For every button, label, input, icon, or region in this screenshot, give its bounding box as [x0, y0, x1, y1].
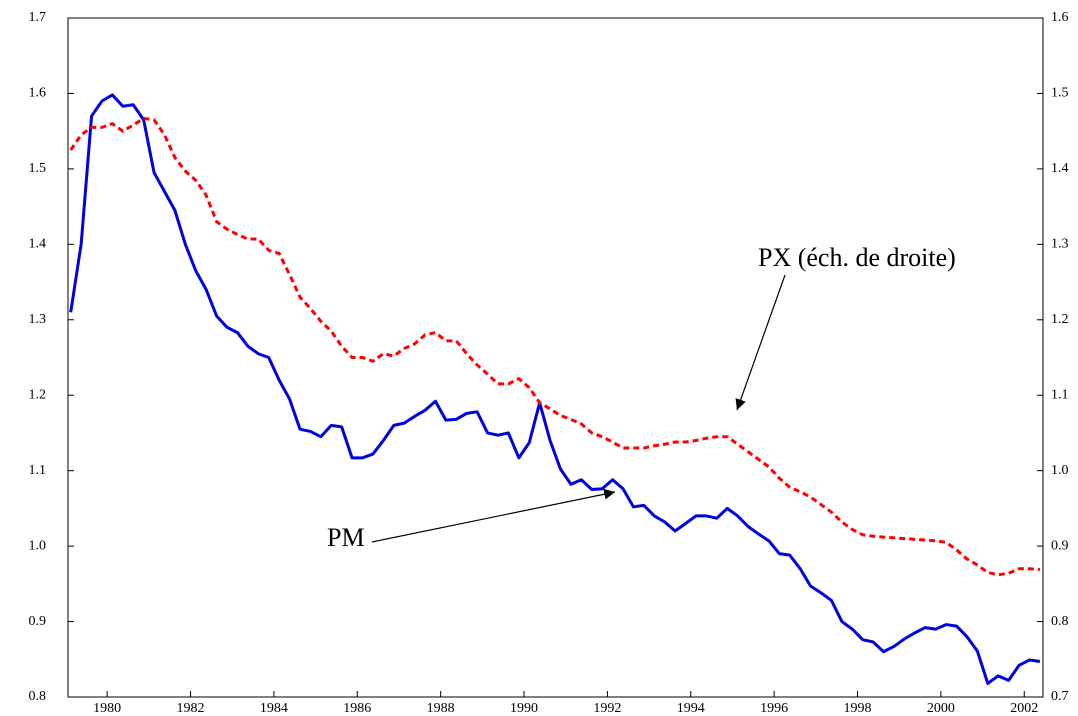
y-tick-label: 1.7: [29, 10, 47, 25]
line-series: [69, 93, 1041, 685]
annotation-arrow: [735, 274, 786, 411]
annotation-arrow: [371, 488, 616, 543]
y-tick-label: 0.9: [29, 614, 47, 629]
x-tick-label: 2002: [1010, 701, 1038, 716]
y-tick-label: 1.3: [29, 312, 47, 327]
y-tick-label: 1.6: [29, 86, 47, 101]
annotation: PX (éch. de droite): [758, 243, 956, 272]
y-tick-label: 1.0: [29, 538, 47, 553]
y2-tick-label: 1.3: [1051, 237, 1069, 252]
y2-tick-label: 1.2: [1051, 312, 1069, 327]
x-tick-label: 1996: [760, 701, 788, 716]
y-tick-label: 1.4: [29, 237, 47, 252]
y2-tick-label: 1.1: [1051, 387, 1069, 402]
y-tick-label: 1.1: [29, 463, 47, 478]
plot-frame: [67, 17, 1044, 698]
x-tick-label: 1998: [844, 701, 872, 716]
y2-tick-label: 1.0: [1051, 463, 1069, 478]
line-series: [69, 116, 1040, 577]
y2-tick-label: 0.8: [1051, 614, 1069, 629]
x-tick-label: 2000: [927, 701, 955, 716]
y-tick-label: 1.5: [29, 161, 47, 176]
x-tick-label: 1992: [593, 701, 621, 716]
x-tick-label: 1982: [177, 701, 205, 716]
x-tick-label: 1984: [260, 701, 288, 716]
y2-tick-label: 1.5: [1051, 86, 1069, 101]
y2-tick-label: 1.6: [1051, 10, 1069, 25]
x-tick-label: 1980: [93, 701, 121, 716]
y2-tick-label: 1.4: [1051, 161, 1069, 176]
x-tick-label: 1988: [427, 701, 455, 716]
x-tick-label: 1990: [510, 701, 538, 716]
annotation: PM: [327, 523, 365, 552]
x-tick-label: 1994: [677, 701, 705, 716]
y-tick-label: 1.2: [29, 387, 47, 402]
y2-tick-label: 0.7: [1051, 689, 1069, 704]
x-tick-label: 1986: [343, 701, 371, 716]
y-tick-label: 0.8: [29, 689, 47, 704]
y2-tick-label: 0.9: [1051, 538, 1069, 553]
